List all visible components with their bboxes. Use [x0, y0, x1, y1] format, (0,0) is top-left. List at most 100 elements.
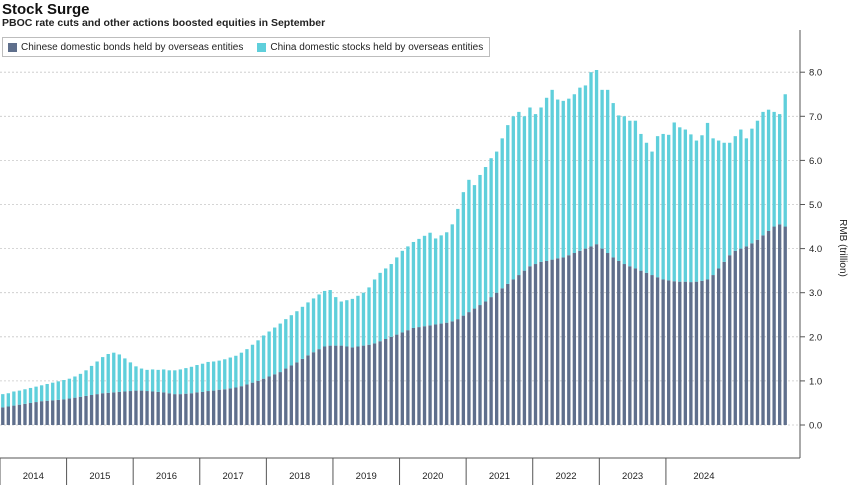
- bar-bonds: [250, 382, 255, 425]
- bar-stocks: [467, 179, 471, 313]
- bar-bonds: [517, 275, 521, 425]
- bar-bonds: [223, 389, 227, 425]
- bar-bonds: [406, 330, 410, 425]
- bar-bonds: [189, 393, 194, 425]
- bar-stocks: [200, 363, 205, 392]
- x-year-labels: 2014 2015 2016 2017 2018 2019 2020 2021 2022 2023…: [0, 458, 714, 485]
- bar-stocks: [772, 111, 776, 227]
- bar-bonds: [428, 325, 432, 425]
- bar-stocks: [223, 359, 227, 390]
- bar-stocks: [622, 116, 626, 265]
- bar-stocks: [400, 250, 404, 333]
- bar-stocks: [95, 361, 99, 395]
- bar-stocks: [778, 114, 782, 225]
- bar-bonds: [506, 283, 510, 425]
- bar-stocks: [384, 268, 388, 340]
- bar-stocks: [644, 142, 649, 273]
- y-tick-label: 0.0: [809, 421, 822, 432]
- bar-stocks: [605, 89, 610, 254]
- bar-stocks: [428, 232, 432, 326]
- bar-bonds: [600, 248, 604, 425]
- bar-stocks: [433, 238, 438, 325]
- bar-stocks: [561, 100, 565, 258]
- bar-bonds: [195, 392, 199, 425]
- bar-bonds: [273, 374, 277, 425]
- bar-bonds: [461, 315, 466, 425]
- x-year-label: 2020: [422, 471, 443, 482]
- bar-stocks: [506, 125, 510, 284]
- bar-stocks: [683, 129, 688, 282]
- bar-stocks: [345, 300, 349, 347]
- bar-stocks: [628, 120, 632, 267]
- bar-stocks: [422, 235, 427, 327]
- bar-bonds: [284, 368, 288, 425]
- grid-lines: [0, 71, 800, 426]
- bar-stocks: [211, 361, 216, 391]
- x-year-label: 2015: [89, 471, 110, 482]
- bar-stocks: [450, 224, 454, 322]
- bar-bonds: [322, 346, 327, 425]
- bar-bonds: [112, 392, 116, 425]
- bar-stocks: [217, 360, 221, 390]
- bar-bonds: [716, 268, 721, 425]
- bar-stocks: [489, 158, 493, 298]
- bar-stocks: [139, 368, 144, 391]
- bar-stocks: [195, 365, 199, 393]
- bar-stocks: [550, 89, 554, 260]
- bar-bonds: [228, 388, 232, 425]
- bar-stocks: [445, 232, 449, 323]
- bar-bonds: [639, 270, 643, 425]
- bar-bonds: [73, 397, 77, 425]
- bar-bonds: [589, 246, 593, 425]
- bar-bonds: [178, 394, 183, 425]
- bar-stocks: [167, 370, 171, 394]
- bars: [1, 69, 787, 425]
- bar-stocks: [328, 290, 332, 346]
- bar-stocks: [173, 370, 177, 395]
- bar-stocks: [700, 135, 704, 281]
- bar-stocks: [322, 290, 327, 347]
- bar-stocks: [728, 142, 732, 256]
- bar-bonds: [173, 394, 177, 425]
- bar-bonds: [167, 393, 171, 425]
- bar-stocks: [89, 365, 94, 396]
- bar-bonds: [644, 272, 649, 425]
- bar-bonds: [467, 312, 471, 425]
- bar-bonds: [761, 235, 765, 425]
- bar-stocks: [1, 394, 5, 408]
- bar-stocks: [250, 344, 255, 383]
- bar-stocks: [733, 136, 737, 251]
- bar-bonds: [28, 402, 33, 425]
- bar-bonds: [733, 250, 737, 425]
- bar-stocks: [417, 238, 421, 328]
- bar-bonds: [422, 326, 427, 425]
- bar-bonds: [45, 400, 49, 425]
- bar-bonds: [6, 406, 10, 425]
- chart-title: Stock Surge: [2, 1, 90, 18]
- bar-bonds: [51, 400, 55, 425]
- bar-bonds: [278, 372, 282, 425]
- bar-stocks: [494, 151, 499, 293]
- bar-bonds: [700, 280, 704, 425]
- bar-bonds: [628, 266, 632, 425]
- bar-stocks: [100, 357, 105, 394]
- bar-stocks: [128, 362, 133, 392]
- bar-stocks: [678, 127, 682, 282]
- bar-bonds: [95, 394, 99, 425]
- bar-stocks: [239, 352, 244, 387]
- bar-stocks: [39, 385, 44, 402]
- bar-stocks: [611, 103, 615, 258]
- bar-bonds: [306, 355, 310, 425]
- bar-bonds: [62, 399, 66, 425]
- bar-bonds: [772, 226, 776, 425]
- bar-bonds: [766, 230, 771, 425]
- bar-stocks: [189, 366, 194, 394]
- bar-bonds: [389, 336, 393, 425]
- bar-bonds: [367, 344, 371, 425]
- legend-label-bonds: Chinese domestic bonds held by overseas …: [21, 41, 244, 53]
- x-year-label: 2016: [156, 471, 177, 482]
- bar-bonds: [556, 258, 560, 425]
- y-tick-label: 3.0: [809, 288, 822, 299]
- bar-bonds: [411, 327, 416, 425]
- bar-stocks: [661, 133, 665, 280]
